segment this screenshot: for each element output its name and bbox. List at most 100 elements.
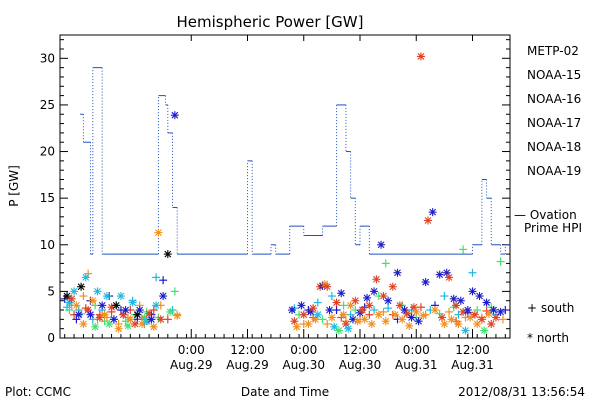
north-marker	[428, 208, 437, 217]
north-marker	[299, 310, 308, 319]
north-marker	[74, 310, 83, 319]
north-marker	[123, 321, 132, 330]
y-tick-label: 20	[40, 145, 55, 159]
south-marker	[163, 315, 172, 324]
north-marker	[438, 313, 447, 322]
north-marker	[77, 282, 86, 291]
north-marker	[100, 310, 109, 319]
north-marker	[98, 301, 107, 310]
north-marker	[470, 310, 479, 319]
satellite-markers	[60, 52, 510, 335]
south-marker	[468, 268, 477, 277]
north-marker	[332, 298, 341, 307]
legend-noaa-16: NOAA-16	[527, 92, 581, 106]
north-marker	[402, 309, 411, 318]
y-tick-label: 30	[40, 51, 55, 65]
legend-noaa-17: NOAA-17	[527, 116, 581, 130]
south-marker	[370, 306, 379, 315]
south-marker	[313, 298, 322, 307]
north-marker	[463, 306, 472, 315]
legend-noaa-19: NOAA-19	[527, 164, 581, 178]
north-marker	[152, 301, 161, 310]
x-tick-time-label: 0:00	[403, 343, 430, 357]
north-marker	[131, 320, 139, 329]
north-marker	[288, 306, 297, 315]
north-marker	[163, 250, 172, 259]
north-marker	[409, 303, 418, 312]
north-marker	[67, 294, 76, 303]
north-marker	[407, 313, 416, 322]
north-marker	[70, 287, 79, 296]
south-marker	[323, 320, 332, 329]
x-tick-time-label: 12:00	[230, 343, 265, 357]
south-marker	[79, 292, 88, 301]
north-marker	[482, 298, 491, 307]
north-marker	[351, 296, 360, 305]
north-marker	[447, 315, 456, 324]
north-marker	[79, 320, 88, 329]
north-marker	[86, 310, 95, 319]
north-marker	[309, 304, 318, 313]
south-marker	[498, 315, 507, 324]
north-marker	[93, 287, 102, 296]
north-marker	[170, 111, 179, 120]
north-marker	[391, 310, 400, 319]
north-marker	[454, 320, 463, 329]
south-marker	[170, 287, 179, 296]
north-marker	[365, 301, 374, 310]
north-marker	[360, 315, 369, 324]
north-marker	[484, 309, 493, 318]
north-marker	[116, 292, 125, 301]
south-marker	[339, 301, 348, 310]
north-marker	[363, 293, 372, 302]
north-marker	[173, 311, 182, 320]
south-marker	[445, 307, 454, 316]
y-tick-label: 5	[47, 284, 55, 298]
north-marker	[337, 289, 346, 298]
north-marker	[449, 294, 458, 303]
north-marker	[344, 324, 353, 333]
north-marker	[435, 270, 444, 279]
north-marker	[297, 301, 306, 310]
south-marker	[381, 259, 390, 268]
south-marker	[65, 306, 74, 315]
x-tick-date-label: Aug.31	[395, 358, 438, 372]
north-marker	[475, 292, 484, 301]
legend: METP-02 NOAA-15 NOAA-16 NOAA-17 NOAA-18 NOAA-…	[514, 44, 582, 235]
x-tick-time-label: 12:00	[455, 343, 490, 357]
north-marker	[112, 301, 121, 310]
north-marker	[325, 306, 334, 315]
south-marker	[496, 257, 505, 266]
chart-title: Hemispheric Power [GW]	[177, 13, 364, 31]
north-marker	[421, 278, 430, 287]
timestamp: 2012/08/31 13:56:54	[458, 385, 585, 399]
north-marker	[398, 315, 407, 324]
south-marker	[152, 273, 161, 282]
north-marker	[419, 311, 428, 320]
north-marker	[353, 317, 362, 326]
north-marker	[393, 268, 402, 277]
north-marker	[149, 322, 158, 331]
north-marker	[445, 273, 454, 282]
north-marker	[416, 52, 425, 61]
north-marker	[489, 306, 498, 315]
plot-credit: Plot: CCMC	[5, 385, 71, 399]
ovation-prime-hpi-line	[80, 67, 510, 255]
north-marker	[381, 317, 390, 326]
legend-north-marker: * north	[527, 331, 569, 345]
north-marker	[109, 315, 118, 324]
y-tick-label: 10	[40, 238, 55, 252]
north-marker	[431, 306, 439, 315]
south-marker	[416, 303, 425, 312]
x-tick-time-label: 0:00	[290, 343, 317, 357]
north-marker	[313, 310, 322, 319]
north-marker	[388, 282, 397, 291]
x-tick-date-label: Aug.30	[339, 358, 382, 372]
north-marker	[374, 310, 383, 319]
north-marker	[423, 216, 432, 225]
north-marker	[414, 317, 423, 326]
north-marker	[147, 315, 156, 324]
south-marker	[332, 306, 341, 315]
north-marker	[323, 282, 332, 291]
x-axis-label: Date and Time	[241, 385, 329, 399]
